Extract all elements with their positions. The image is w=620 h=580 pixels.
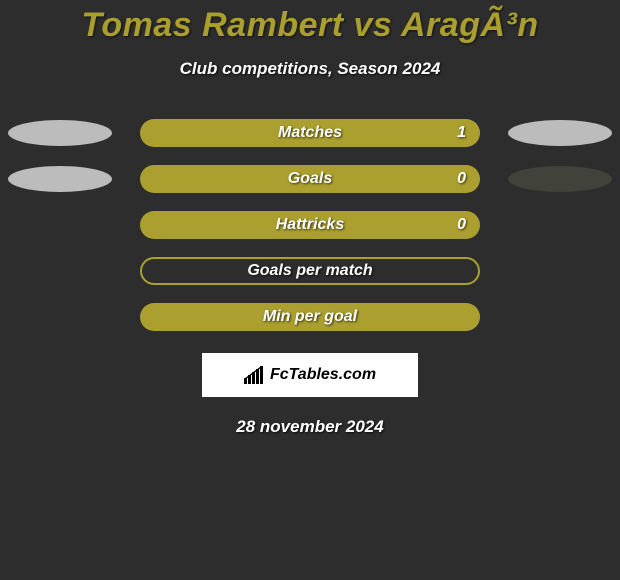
right-ellipse (508, 120, 612, 146)
stat-label: Min per goal (263, 308, 357, 326)
stat-value: 0 (457, 216, 466, 234)
stat-value: 1 (457, 124, 466, 142)
subtitle: Club competitions, Season 2024 (0, 59, 620, 79)
stat-bar: Matches 1 (140, 119, 480, 147)
stat-row: Hattricks 0 (0, 211, 620, 239)
stat-bar: Goals per match (140, 257, 480, 285)
stat-label: Goals (288, 170, 332, 188)
stat-bar: Hattricks 0 (140, 211, 480, 239)
page-title: Tomas Rambert vs AragÃ³n (0, 6, 620, 45)
bars-icon (244, 366, 266, 384)
date-label: 28 november 2024 (0, 417, 620, 437)
stat-row: Matches 1 (0, 119, 620, 147)
stat-label: Hattricks (276, 216, 344, 234)
attribution-text: FcTables.com (270, 366, 376, 384)
stat-row: Goals per match (0, 257, 620, 285)
stat-rows: Matches 1 Goals 0 Hattricks 0 Goals per match M… (0, 119, 620, 331)
stat-row: Goals 0 (0, 165, 620, 193)
stat-bar: Min per goal (140, 303, 480, 331)
stat-row: Min per goal (0, 303, 620, 331)
attribution-inner: FcTables.com (244, 366, 376, 384)
stat-label: Matches (278, 124, 342, 142)
stat-value: 0 (457, 170, 466, 188)
left-ellipse (8, 120, 112, 146)
stats-comparison-card: Tomas Rambert vs AragÃ³n Club competitio… (0, 0, 620, 437)
right-ellipse (508, 166, 612, 192)
left-ellipse (8, 166, 112, 192)
stat-bar: Goals 0 (140, 165, 480, 193)
stat-label: Goals per match (247, 262, 372, 280)
attribution-badge: FcTables.com (202, 353, 418, 397)
